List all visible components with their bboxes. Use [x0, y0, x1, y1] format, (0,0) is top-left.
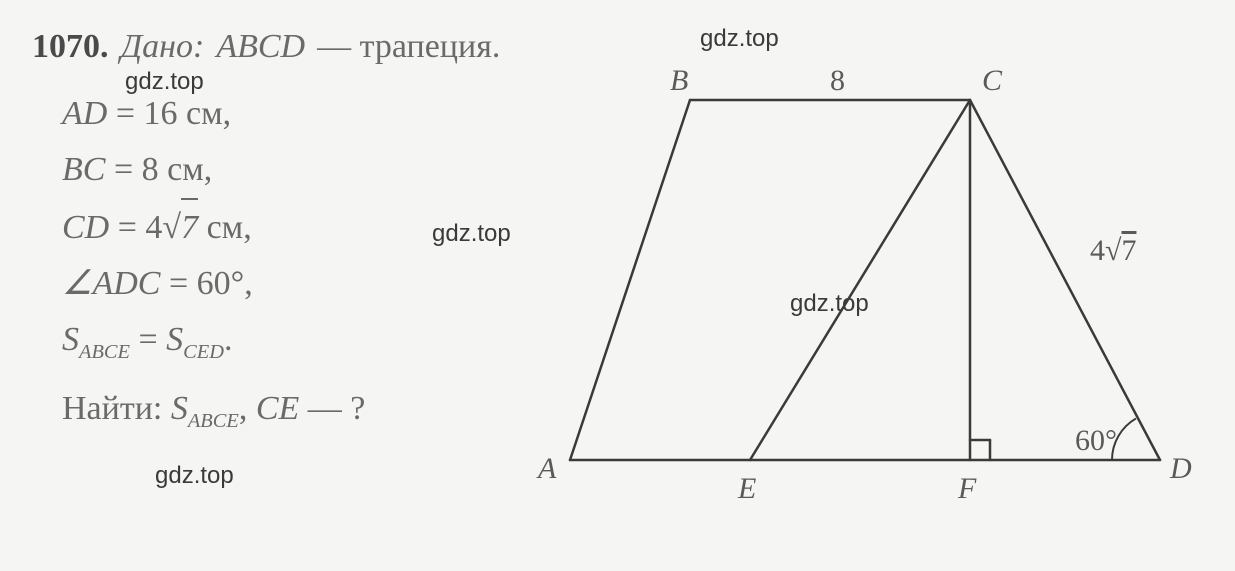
shape-type: — трапеция. [317, 28, 500, 65]
find-sep: , [239, 390, 256, 427]
eq-cd-prefix: = 4 [118, 209, 163, 246]
var-cd: CD [62, 209, 109, 246]
area-rhs-sub: CED [183, 341, 224, 363]
svg-text:B: B [670, 64, 688, 97]
watermark-5: gdz.top [155, 462, 234, 490]
svg-text:C: C [982, 64, 1003, 97]
svg-text:60°: 60° [1075, 424, 1117, 457]
var-bc: BC [62, 151, 105, 188]
svg-text:A: A [536, 452, 557, 485]
right-angle-marker [970, 440, 990, 460]
watermark-1: gdz.top [700, 25, 779, 53]
sqrt-icon [162, 209, 181, 246]
area-rhs-base: S [166, 321, 183, 358]
area-lhs-base: S [62, 321, 79, 358]
var-ad: AD [62, 95, 107, 132]
find-label: Найти: [62, 390, 162, 427]
area-lhs-sub: ABCE [79, 341, 130, 363]
find-item1-sub: ABCE [188, 410, 239, 432]
area-eq: = [138, 321, 166, 358]
svg-text:F: F [957, 472, 977, 505]
svg-text:8: 8 [830, 64, 845, 97]
find-tail: — ? [299, 390, 365, 427]
area-end: . [224, 321, 233, 358]
edges [570, 100, 1160, 460]
watermark-4: gdz.top [790, 290, 869, 318]
svg-text:D: D [1169, 452, 1192, 485]
watermark-2: gdz.top [125, 68, 204, 96]
eq-bc: = 8 см, [114, 151, 212, 188]
given-label: Дано: [121, 28, 205, 65]
shape-label: ABCD [216, 28, 305, 65]
figure: A B C D E F 8 60° 4√7 [520, 60, 1220, 520]
var-angle: ∠ADC [62, 265, 160, 302]
eq-angle: = 60°, [169, 265, 253, 302]
trapezoid-diagram: A B C D E F 8 60° 4√7 [520, 60, 1220, 520]
eq-ad: = 16 см, [116, 95, 231, 132]
find-item1-base: S [171, 390, 188, 427]
svg-text:E: E [737, 472, 756, 505]
sqrt-cd: 7 [181, 198, 198, 256]
problem-number: 1070. [32, 28, 109, 65]
svg-text:4√7: 4√7 [1090, 234, 1136, 267]
watermark-3: gdz.top [432, 220, 511, 248]
eq-cd-suffix: см, [207, 209, 252, 246]
find-item2: CE [256, 390, 299, 427]
